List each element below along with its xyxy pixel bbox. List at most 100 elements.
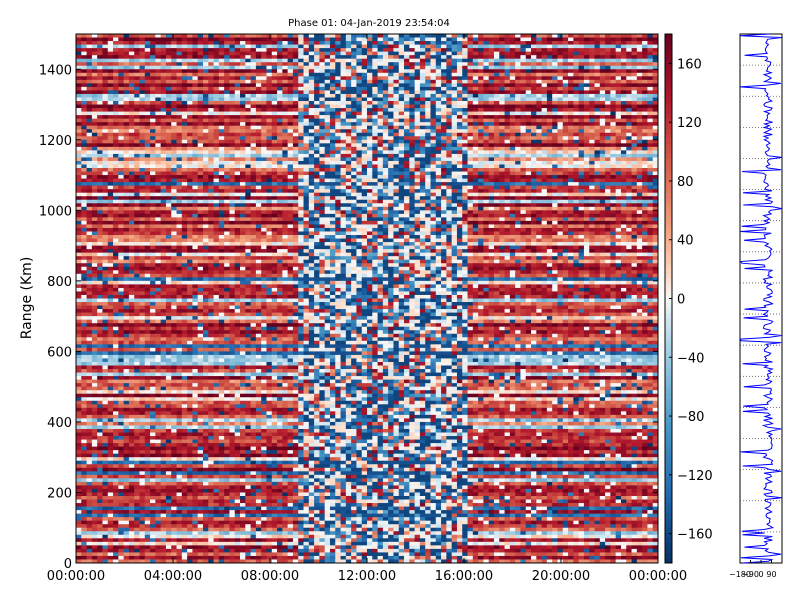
heatmap-cell — [261, 182, 267, 187]
heatmap-cell — [356, 48, 363, 53]
heatmap-cell — [451, 97, 458, 102]
heatmap-cell — [292, 83, 299, 88]
heatmap-cell — [134, 122, 140, 127]
heatmap-cell — [456, 41, 463, 45]
heatmap-cell — [456, 79, 463, 84]
heatmap-cell — [86, 146, 93, 151]
heatmap-cell — [118, 51, 125, 56]
heatmap-cell — [647, 111, 654, 116]
heatmap-cell — [610, 168, 617, 172]
heatmap-cell — [499, 34, 505, 38]
heatmap-cell — [181, 111, 188, 116]
heatmap-cell — [531, 146, 537, 151]
heatmap-cell — [398, 34, 405, 38]
heatmap-cell — [499, 37, 505, 42]
heatmap-cell — [552, 90, 558, 95]
heatmap-cell — [546, 55, 553, 60]
heatmap-cell — [562, 150, 569, 155]
heatmap-cell — [531, 171, 537, 176]
heatmap-cell — [155, 44, 162, 49]
heatmap-cell — [652, 146, 659, 151]
heatmap-cell — [515, 122, 521, 127]
heatmap-cell — [393, 34, 400, 38]
heatmap-cell — [271, 139, 278, 144]
heatmap-cell — [515, 48, 521, 53]
heatmap-cell — [91, 153, 98, 158]
heatmap-cell — [356, 55, 363, 60]
heatmap-cell — [287, 136, 294, 141]
heatmap-cell — [303, 150, 310, 155]
heatmap-cell — [520, 108, 527, 112]
heatmap-cell — [340, 111, 347, 116]
heatmap-cell — [245, 129, 251, 134]
heatmap-cell — [314, 189, 320, 194]
heatmap-cell — [107, 125, 114, 130]
heatmap-cell — [488, 150, 495, 155]
heatmap-cell — [266, 48, 273, 53]
heatmap-cell — [356, 44, 363, 49]
heatmap-cell — [583, 76, 590, 81]
heatmap-cell — [245, 90, 251, 95]
heatmap-cell — [356, 122, 363, 127]
heatmap-cell — [425, 150, 431, 155]
heatmap-cell — [541, 69, 548, 74]
heatmap-cell — [583, 122, 590, 127]
heatmap-cell — [292, 65, 299, 70]
heatmap-cell — [340, 62, 347, 67]
heatmap-cell — [504, 168, 511, 172]
heatmap-cell — [573, 160, 580, 165]
heatmap-cell — [483, 139, 490, 144]
heatmap-cell — [292, 55, 299, 60]
heatmap-cell — [409, 65, 416, 70]
heatmap-cell — [536, 178, 542, 183]
heatmap-cell — [277, 76, 283, 81]
heatmap-cell — [266, 101, 273, 105]
heatmap-cell — [531, 164, 537, 169]
heatmap-cell — [314, 192, 320, 197]
heatmap-cell — [118, 160, 125, 165]
heatmap-cell — [128, 48, 135, 53]
heatmap-cell — [128, 51, 135, 56]
heatmap-cell — [345, 129, 352, 134]
heatmap-cell — [456, 48, 463, 53]
heatmap-cell — [398, 189, 405, 194]
heatmap-cell — [155, 185, 162, 190]
heatmap-cell — [266, 72, 273, 77]
heatmap-cell — [298, 157, 304, 162]
heatmap-cell — [472, 146, 479, 151]
heatmap-cell — [155, 189, 162, 194]
heatmap-cell — [615, 168, 622, 172]
heatmap-cell — [202, 115, 209, 120]
heatmap-cell — [478, 115, 484, 120]
heatmap-cell — [81, 41, 87, 45]
heatmap-cell — [308, 136, 315, 141]
heatmap-cell — [240, 153, 246, 158]
heatmap-cell — [610, 93, 617, 98]
heatmap-cell — [113, 93, 119, 98]
heatmap-cell — [636, 122, 643, 127]
heatmap-cell — [493, 44, 500, 49]
heatmap-cell — [91, 111, 98, 116]
heatmap-cell — [388, 51, 394, 56]
heatmap-cell — [187, 164, 193, 169]
heatmap-cell — [546, 185, 553, 190]
heatmap-cell — [589, 160, 595, 165]
heatmap-cell — [536, 83, 542, 88]
heatmap-cell — [382, 51, 389, 56]
heatmap-cell — [261, 58, 267, 63]
heatmap-cell — [541, 171, 548, 176]
heatmap-cell — [208, 129, 214, 134]
heatmap-cell — [107, 101, 114, 105]
heatmap-cell — [234, 90, 241, 95]
heatmap-cell — [636, 111, 643, 116]
heatmap-cell — [340, 34, 347, 38]
heatmap-cell — [91, 192, 98, 197]
heatmap-cell — [292, 69, 299, 74]
heatmap-cell — [292, 62, 299, 67]
heatmap-cell — [642, 132, 648, 137]
heatmap-cell — [197, 97, 204, 102]
heatmap-cell — [266, 160, 273, 165]
heatmap-cell — [356, 182, 363, 187]
heatmap-cell — [171, 83, 177, 88]
heatmap-cell — [208, 41, 214, 45]
